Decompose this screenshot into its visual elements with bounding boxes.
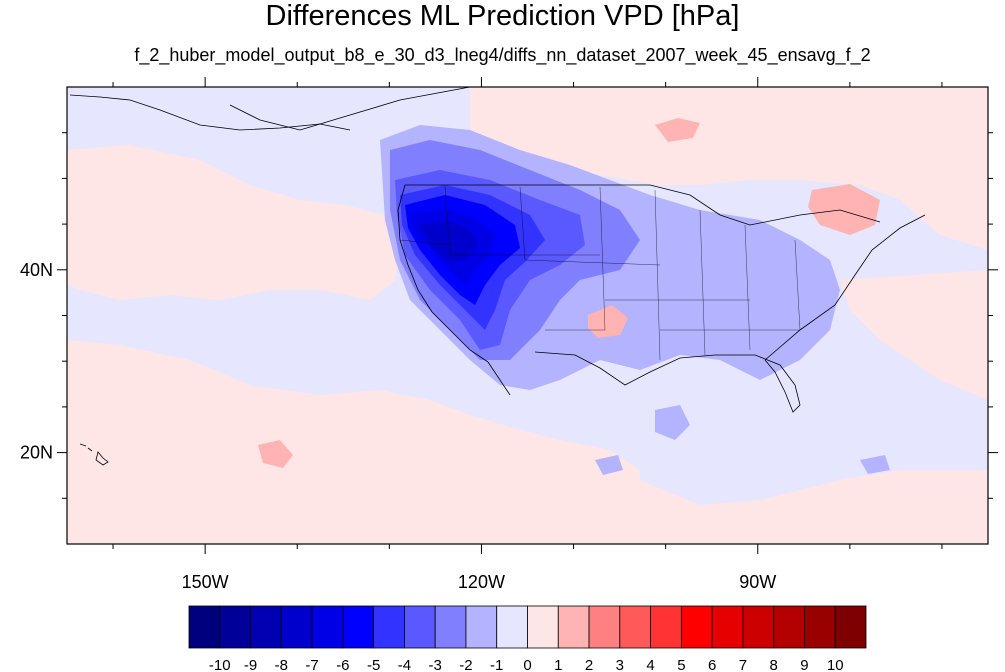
colorbar-label: -2 — [459, 657, 472, 672]
colorbar-label: 1 — [554, 657, 562, 672]
colorbar-swatch — [250, 605, 282, 649]
colorbar-label: 4 — [646, 657, 654, 672]
colorbar-label: 6 — [708, 657, 716, 672]
colorbar-label: -6 — [336, 657, 349, 672]
colorbar-swatch — [219, 605, 251, 649]
chart-title: Differences ML Prediction VPD [hPa] — [265, 0, 740, 32]
positive-hotspots — [258, 118, 880, 468]
colorbar-label: -1 — [490, 657, 503, 672]
colorbar-label: -4 — [398, 657, 411, 672]
colorbar-label: 10 — [827, 657, 844, 672]
colorbar-swatch — [527, 605, 559, 649]
colorbar-swatch — [465, 605, 498, 649]
negative-anomaly-regions — [380, 125, 840, 390]
colorbar-label: -7 — [305, 657, 318, 672]
colorbar-label: 3 — [616, 657, 624, 672]
colorbar-label: 2 — [585, 657, 593, 672]
positive-anomaly-regions — [67, 87, 988, 544]
colorbar: -10 -9 -8 -7 -6 -5 -4 -3 -2 -1 0 1 2 3 4 5 6 7 8 9 10 — [188, 605, 867, 672]
colorbar-swatch — [434, 605, 467, 649]
colorbar-swatch — [311, 605, 344, 649]
colorbar-label: -10 — [209, 657, 231, 672]
y-tick-label: 40N — [20, 260, 53, 280]
colorbar-swatch — [404, 605, 436, 649]
colorbar-label: 9 — [800, 657, 808, 672]
colorbar-swatch — [373, 605, 405, 649]
map-field — [67, 87, 988, 544]
colorbar-label: 5 — [677, 657, 685, 672]
axis-ticks — [57, 77, 998, 554]
colorbar-label: 8 — [770, 657, 778, 672]
colorbar-swatch — [496, 605, 528, 649]
axis-tick-labels: 150W 120W 90W 40N 20N — [20, 260, 776, 592]
colorbar-label: 7 — [739, 657, 747, 672]
colorbar-swatch — [650, 605, 682, 649]
colorbar-label: 0 — [523, 657, 531, 672]
x-tick-label: 120W — [458, 572, 505, 592]
colorbar-swatch — [619, 605, 651, 649]
colorbar-label: -5 — [367, 657, 380, 672]
colorbar-swatch — [588, 605, 621, 649]
colorbar-swatch — [773, 605, 805, 649]
colorbar-swatch — [557, 605, 590, 649]
colorbar-label: -3 — [429, 657, 442, 672]
colorbar-swatch — [834, 605, 867, 649]
colorbar-swatch — [804, 605, 836, 649]
x-tick-label: 150W — [182, 572, 229, 592]
colorbar-swatch — [188, 605, 221, 649]
x-tick-label: 90W — [739, 572, 776, 592]
colorbar-swatch — [342, 605, 375, 649]
blue-patches — [595, 405, 890, 475]
y-tick-label: 20N — [20, 443, 53, 463]
state-borders — [399, 186, 801, 361]
chart-subtitle: f_2_huber_model_output_b8_e_30_d3_lneg4/… — [134, 45, 871, 65]
colorbar-label: -9 — [244, 657, 257, 672]
colorbar-swatch — [742, 605, 775, 649]
colorbar-swatch — [711, 605, 744, 649]
colorbar-label: -8 — [275, 657, 288, 672]
colorbar-swatch — [680, 605, 713, 649]
colorbar-swatch — [280, 605, 313, 649]
